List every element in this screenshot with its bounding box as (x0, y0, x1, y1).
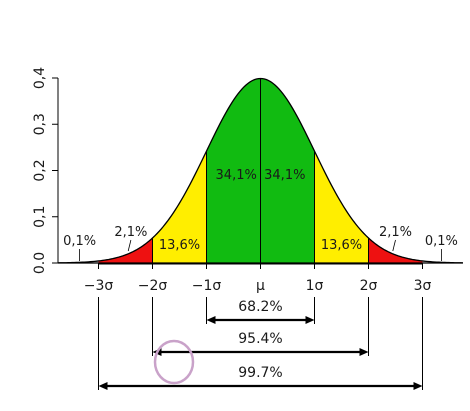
span-percent-label: 99.7% (238, 365, 282, 381)
x-tick-label: −1σ (192, 278, 222, 294)
region-percent-label: 34,1% (264, 168, 305, 183)
region-percent-label: 2,1% (114, 225, 147, 240)
region-percent-label: 2,1% (379, 225, 412, 240)
x-tick-label: μ (256, 278, 265, 294)
region-area-1 (98, 238, 153, 263)
label-pointer-line (127, 239, 132, 252)
span-arrowhead-right (413, 382, 423, 390)
x-tick-label: 3σ (414, 278, 432, 294)
density-curve (57, 77, 464, 264)
x-tick-label: −3σ (84, 278, 114, 294)
region-percent-label: 0,1% (425, 234, 458, 249)
y-tick-label: 0,2 (32, 159, 48, 181)
region-percent-label: 34,1% (216, 168, 257, 183)
span-arrowhead-right (305, 316, 315, 324)
span-arrowhead-left (206, 316, 216, 324)
span-arrowhead-right (359, 348, 369, 356)
label-pointer-line (392, 239, 396, 252)
region-percent-label: 13,6% (159, 238, 200, 253)
span-percent-label: 95.4% (238, 331, 282, 347)
x-tick-label: −2σ (138, 278, 168, 294)
y-tick-label: 0,1 (32, 206, 48, 228)
x-tick-label: 1σ (306, 278, 324, 294)
region-percent-label: 13,6% (321, 238, 362, 253)
span-arrowhead-left (98, 382, 108, 390)
annotation-circle (153, 339, 195, 385)
x-tick-label: 2σ (360, 278, 378, 294)
y-tick-label: 0.0 (32, 252, 48, 274)
region-area-6 (368, 238, 423, 263)
y-tick-label: 0,4 (32, 67, 48, 89)
y-tick-label: 0,3 (32, 113, 48, 135)
region-percent-label: 0,1% (63, 234, 96, 249)
span-percent-label: 68.2% (238, 299, 282, 315)
